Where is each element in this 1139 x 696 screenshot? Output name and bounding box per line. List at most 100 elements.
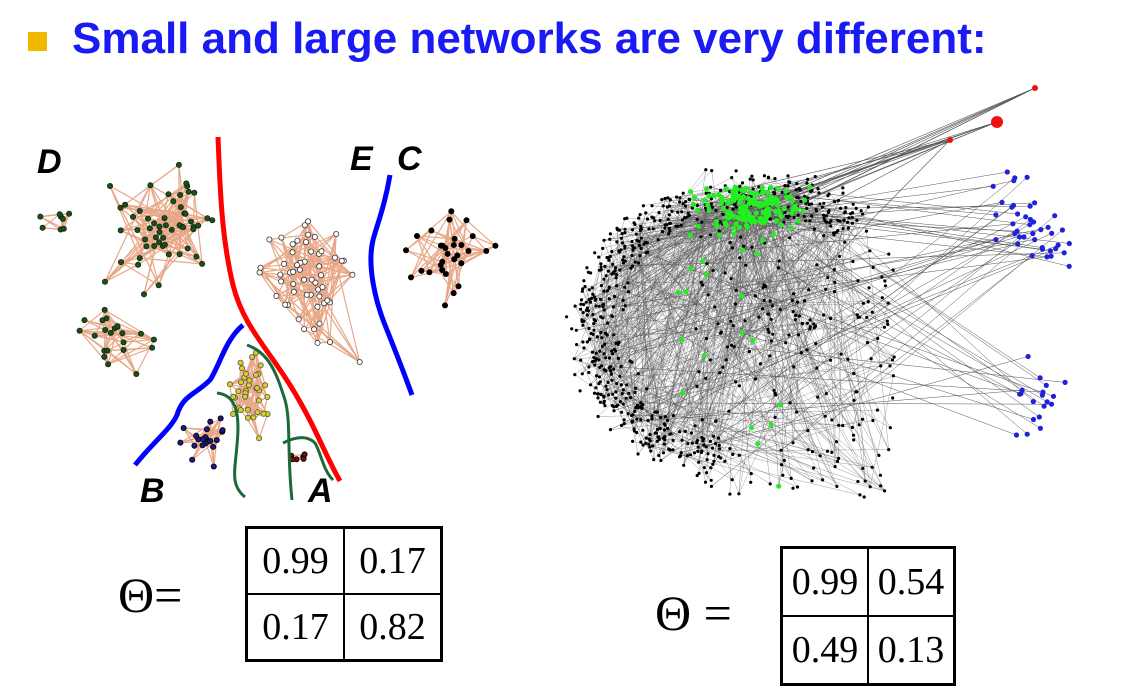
network-edge <box>691 188 776 434</box>
network-node <box>621 308 625 312</box>
network-node <box>183 180 190 187</box>
network-node <box>803 299 807 303</box>
network-edge <box>736 290 1021 394</box>
network-node <box>732 202 736 206</box>
network-node <box>635 417 639 421</box>
network-edge <box>635 261 752 428</box>
network-node <box>753 210 759 216</box>
network-node <box>255 397 262 404</box>
network-edge <box>613 209 798 335</box>
network-edge <box>803 199 886 282</box>
network-node <box>575 343 579 347</box>
network-node <box>603 404 607 408</box>
network-edge <box>640 201 767 420</box>
network-node <box>737 199 743 205</box>
network-node <box>308 248 315 255</box>
network-node <box>726 212 733 218</box>
matrix-cell: 0.82 <box>343 593 443 662</box>
network-node <box>784 194 790 200</box>
network-node <box>450 242 457 249</box>
network-node <box>683 204 688 208</box>
network-node <box>413 233 420 240</box>
network-node <box>650 414 654 418</box>
network-node <box>826 194 830 198</box>
network-node <box>786 184 790 188</box>
network-node <box>650 417 654 421</box>
network-node <box>625 216 629 220</box>
network-edge <box>621 248 1056 426</box>
network-node <box>295 316 302 323</box>
network-node <box>697 460 701 464</box>
network-node <box>870 465 874 469</box>
network-node <box>226 381 233 388</box>
network-node <box>1025 353 1031 360</box>
network-node <box>661 436 665 440</box>
network-node <box>613 349 618 353</box>
network-node <box>839 206 843 210</box>
network-node <box>802 214 806 218</box>
network-edge <box>811 215 867 318</box>
network-node <box>604 331 608 335</box>
network-node <box>806 429 810 433</box>
network-node <box>302 239 309 246</box>
network-node <box>728 241 732 245</box>
network-node <box>649 449 653 453</box>
network-edge <box>742 332 1017 436</box>
network-node <box>710 169 714 173</box>
network-node <box>630 264 635 268</box>
network-node <box>278 278 285 285</box>
network-node <box>102 326 109 333</box>
network-node <box>693 424 697 428</box>
network-node <box>846 220 850 224</box>
network-node <box>709 185 713 189</box>
network-node <box>730 225 736 231</box>
network-edge <box>610 198 735 367</box>
network-node <box>141 291 148 298</box>
network-edge <box>661 199 738 218</box>
network-node <box>823 414 827 418</box>
network-edge <box>581 204 706 301</box>
network-node <box>607 258 611 262</box>
network-node <box>816 187 820 191</box>
network-edge <box>710 234 752 428</box>
network-edge <box>416 235 430 273</box>
network-node <box>705 261 709 266</box>
network-edge <box>307 220 343 262</box>
network-node <box>303 291 310 298</box>
network-edge <box>717 300 771 324</box>
network-node <box>682 463 686 467</box>
network-edge <box>755 295 816 344</box>
network-node <box>733 221 739 227</box>
network-node <box>600 336 604 340</box>
network-node <box>580 289 584 293</box>
network-node <box>301 222 308 229</box>
network-node <box>1037 425 1043 431</box>
network-edge <box>587 292 679 343</box>
network-node <box>728 492 732 496</box>
network-node <box>1041 403 1047 409</box>
network-node <box>832 290 836 294</box>
label-c: C <box>397 140 422 178</box>
network-edge <box>636 418 674 441</box>
network-node <box>598 349 602 353</box>
network-edge <box>608 270 769 333</box>
network-node <box>828 358 833 362</box>
network-node <box>799 199 803 203</box>
network-edge <box>259 271 281 276</box>
network-node <box>597 304 601 308</box>
network-edge <box>616 228 635 412</box>
network-node <box>483 248 490 255</box>
network-edge <box>710 219 1031 442</box>
network-node <box>837 254 841 258</box>
network-node <box>671 448 675 452</box>
network-edge <box>706 314 824 473</box>
network-node <box>764 284 768 288</box>
network-node <box>867 286 871 290</box>
network-node <box>597 382 601 386</box>
network-node <box>892 355 896 359</box>
network-node <box>706 193 712 199</box>
network-node <box>91 332 98 339</box>
network-node <box>316 320 323 327</box>
network-node <box>751 178 755 182</box>
network-edge <box>611 374 654 460</box>
